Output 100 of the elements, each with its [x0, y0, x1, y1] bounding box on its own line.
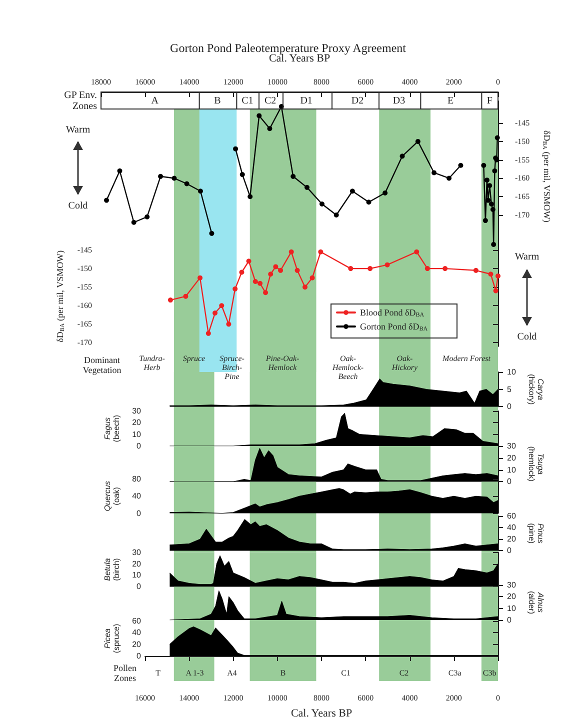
point: [400, 154, 405, 159]
x-tick-label: 14000: [179, 78, 200, 86]
y-tick-label: 20: [132, 559, 142, 568]
y-tick-label: 20: [132, 418, 142, 428]
y-tick-label: -145: [77, 246, 92, 255]
y-tick-label: -150: [77, 264, 92, 274]
point: [131, 220, 136, 225]
point: [209, 230, 214, 236]
point: [348, 266, 354, 272]
y-axis-title: Alnus (alder): [526, 590, 545, 614]
point: [496, 273, 500, 278]
x-tick-label: 0: [496, 694, 500, 702]
text: C3b: [482, 668, 496, 678]
text: Tundra- Herb: [139, 354, 166, 372]
chart-title: Gorton Pond Paleotemperature Proxy Agreement: [170, 41, 407, 55]
x-tick-label: 8000: [314, 78, 330, 86]
y-tick-label: 20: [132, 640, 142, 649]
annotation: C2: [264, 96, 276, 106]
y-tick-label: 30: [507, 442, 516, 450]
x-tick-label: 12000: [223, 694, 244, 702]
x-axis-title: Cal. Years BP: [290, 708, 352, 720]
y-tick-label: -150: [515, 136, 530, 146]
point: [233, 146, 238, 152]
x-tick-label: 8000: [314, 694, 330, 702]
point: [484, 178, 490, 183]
y-tick-label: 10: [132, 430, 142, 439]
point: [226, 322, 232, 327]
text: Warm: [66, 124, 90, 136]
point: [473, 268, 478, 273]
point: [256, 113, 262, 118]
y-tick-label: 30: [132, 406, 142, 416]
point: [263, 290, 268, 296]
point: [184, 181, 190, 186]
y-tick-label: 40: [132, 628, 142, 638]
point: [248, 194, 253, 200]
text: A 1-3: [186, 668, 204, 678]
y-tick-label: -165: [77, 320, 92, 329]
point: [318, 249, 324, 254]
annotation: D3: [392, 96, 406, 106]
text: A4: [227, 668, 237, 678]
y-tick-label: 60: [132, 616, 142, 626]
x-tick-label: 6000: [358, 694, 374, 702]
point: [442, 266, 448, 272]
text: C2: [399, 668, 409, 678]
point: [491, 242, 496, 247]
point: [240, 172, 245, 178]
point: [481, 162, 486, 168]
point: [212, 310, 218, 316]
text: Cold: [68, 200, 88, 212]
point: [310, 275, 315, 280]
y-tick-label: -170: [77, 338, 92, 348]
point: [488, 272, 494, 277]
y-tick-label: 0: [507, 616, 512, 624]
y-tick-label: -160: [77, 301, 92, 310]
point: [252, 279, 258, 284]
point: [168, 298, 173, 303]
x-tick-label: 18000: [91, 78, 111, 86]
x-axis-title: Cal. Years BP: [268, 52, 330, 64]
x-tick-label: 10000: [267, 694, 288, 702]
y-tick-label: -155: [77, 282, 92, 292]
y-tick-label: -155: [515, 155, 530, 164]
point: [198, 188, 203, 194]
y-tick-label: 10: [132, 570, 142, 580]
annotation: B: [214, 96, 222, 106]
point: [267, 126, 272, 132]
x-tick-label: 14000: [179, 694, 200, 702]
point: [415, 138, 420, 144]
point: [246, 258, 252, 264]
y-tick-label: 5: [507, 384, 512, 394]
y-tick-label: 0: [136, 442, 142, 450]
text: Pollen Zones: [113, 663, 137, 683]
text: B: [280, 668, 286, 678]
y-axis-title: Betula (birch): [103, 558, 121, 581]
y-tick-label: 0: [507, 477, 512, 486]
point: [172, 176, 177, 181]
annotation: Spruce- Birch- Pine: [220, 354, 245, 381]
y-tick-label: 20: [507, 453, 516, 462]
point: [183, 294, 188, 299]
point: [494, 135, 500, 140]
annotation: F: [486, 96, 493, 106]
point: [104, 198, 110, 203]
x-tick-label: 6000: [358, 78, 374, 86]
text: Spruce: [182, 354, 206, 363]
annotation: Oak- Hemlock- Beech: [331, 354, 364, 381]
text: Dominant Vegetation: [82, 355, 122, 375]
point: [334, 212, 339, 218]
y-tick-label: 0: [136, 582, 142, 592]
point: [206, 330, 211, 336]
y-axis-title: Carya (hickory): [526, 374, 545, 406]
text: T: [156, 668, 161, 678]
x-tick-label: 4000: [402, 78, 418, 86]
y-tick-label: -145: [515, 118, 530, 128]
point: [493, 288, 498, 294]
y-tick-label: 10: [507, 368, 516, 376]
point: [488, 201, 494, 206]
y-tick-label: 0: [507, 546, 512, 556]
text: Oak- Hickory: [390, 354, 418, 372]
text: C3a: [448, 668, 462, 678]
text: Pine-Oak- Hemlock: [264, 354, 300, 372]
point: [490, 207, 496, 212]
